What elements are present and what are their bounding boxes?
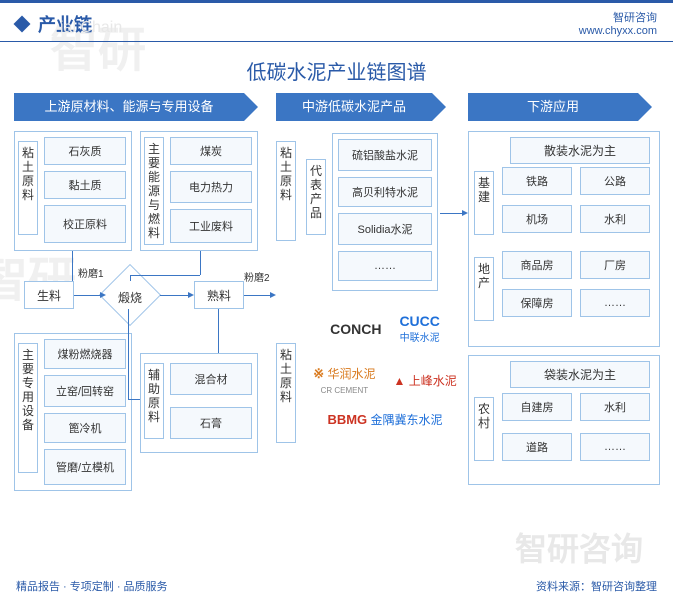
item-rail: 铁路 xyxy=(502,167,572,195)
vlabel-rural: 农村 xyxy=(474,397,494,461)
arrow-raw-fire xyxy=(74,295,100,296)
vlabel-clay-1: 粘土原料 xyxy=(18,141,38,235)
page-footer: 精品报告 · 专项定制 · 品质服务 资料来源：智研咨询整理 xyxy=(16,578,657,594)
line-g1-down xyxy=(72,251,73,281)
header-brand: 智研咨询 xyxy=(579,9,657,25)
item-coal: 煤炭 xyxy=(170,137,252,165)
item-admix: 混合材 xyxy=(170,363,252,395)
item-solidia: Solidia水泥 xyxy=(338,213,432,245)
vlabel-mid-clay: 粘土原料 xyxy=(276,141,296,241)
main-title: 低碳水泥产业链图谱 xyxy=(0,42,673,93)
item-power: 电力热力 xyxy=(170,171,252,203)
item-kiln: 立窑/回转窑 xyxy=(44,375,126,407)
item-belite: 高贝利特水泥 xyxy=(338,177,432,207)
item-roads2: 道路 xyxy=(502,433,572,461)
item-water1: 水利 xyxy=(580,205,650,233)
item-more-re: …… xyxy=(580,289,650,317)
header-url: www.chyxx.com xyxy=(579,25,657,37)
node-clinker: 熟料 xyxy=(194,281,244,309)
stage-upstream: 上游原材料、能源与专用设备 xyxy=(14,93,244,121)
line-g2-down xyxy=(200,251,201,275)
item-road: 公路 xyxy=(580,167,650,195)
logo-bbmg: BBMG 金隅冀东水泥 xyxy=(327,411,442,428)
logo-row-2: ※ 华润水泥 CR CEMENT ▲ 上峰水泥 xyxy=(300,365,470,396)
node-raw: 生料 xyxy=(24,281,74,309)
item-airport: 机场 xyxy=(502,205,572,233)
item-clay: 黏土质 xyxy=(44,171,126,199)
vlabel-rep-product: 代表产品 xyxy=(306,159,326,235)
label-grind2: 粉磨2 xyxy=(244,269,280,284)
item-cooler: 篦冷机 xyxy=(44,413,126,443)
item-limestone: 石灰质 xyxy=(44,137,126,165)
vlabel-infra: 基建 xyxy=(474,171,494,235)
item-corrective: 校正原料 xyxy=(44,205,126,243)
footer-right: 资料来源：智研咨询整理 xyxy=(536,578,657,594)
logo-conch: CONCH xyxy=(330,321,381,337)
vlabel-energy: 主要能源与燃料 xyxy=(144,137,164,245)
page-header: 产业链 ial Chain 智研咨询 www.chyxx.com xyxy=(0,0,673,42)
item-sulfo: 硫铝酸盐水泥 xyxy=(338,139,432,171)
item-burner: 煤粉燃烧器 xyxy=(44,339,126,369)
item-more-mid: …… xyxy=(338,251,432,281)
header-brand-block: 智研咨询 www.chyxx.com xyxy=(579,9,657,37)
stage-downstream: 下游应用 xyxy=(468,93,638,121)
item-more-rural: …… xyxy=(580,433,650,461)
stage-midstream: 中游低碳水泥产品 xyxy=(276,93,432,121)
logo-cr: ※ 华润水泥 CR CEMENT xyxy=(313,365,375,396)
header-diamond-icon xyxy=(14,16,31,33)
sub-header-bulk: 散装水泥为主 xyxy=(510,137,650,164)
logo-cucc: CUCC 中联水泥 xyxy=(399,313,439,344)
item-factory: 厂房 xyxy=(580,251,650,279)
logo-shangfeng: ▲ 上峰水泥 xyxy=(394,372,457,389)
vlabel-realestate: 地产 xyxy=(474,257,494,321)
vlabel-aux: 辅助原料 xyxy=(144,363,164,439)
line-equip-h xyxy=(128,399,140,400)
diagram-canvas: 上游原材料、能源与专用设备 中游低碳水泥产品 下游应用 粘土原料 石灰质 黏土质… xyxy=(0,93,673,583)
item-water2: 水利 xyxy=(580,393,650,421)
logo-row-3: BBMG 金隅冀东水泥 xyxy=(300,411,470,428)
arrow-mid-down xyxy=(440,213,462,214)
line-g2-to-diamond xyxy=(130,275,131,281)
vlabel-mid-clay2: 粘土原料 xyxy=(276,343,296,443)
item-waste: 工业废料 xyxy=(170,209,252,243)
line-equip-up xyxy=(128,309,129,399)
vlabel-equip: 主要专用设备 xyxy=(18,343,38,473)
item-mill: 管磨/立模机 xyxy=(44,449,126,485)
item-gypsum: 石膏 xyxy=(170,407,252,439)
line-g2-h xyxy=(130,275,200,276)
footer-left: 精品报告 · 专项定制 · 品质服务 xyxy=(16,578,168,594)
item-selfbuild: 自建房 xyxy=(502,393,572,421)
arrow-clinker-out xyxy=(244,295,270,296)
label-grind1: 粉磨1 xyxy=(78,265,108,280)
sub-header-bag: 袋装水泥为主 xyxy=(510,361,650,388)
item-commercial: 商品房 xyxy=(502,251,572,279)
arrow-fire-clinker xyxy=(160,295,188,296)
node-fire-label: 煅烧 xyxy=(108,289,152,306)
header-ghost-text: ial Chain xyxy=(60,19,122,37)
logo-row-1: CONCH CUCC 中联水泥 xyxy=(300,313,470,344)
item-affordable: 保障房 xyxy=(502,289,572,317)
line-aux-up xyxy=(218,309,219,353)
